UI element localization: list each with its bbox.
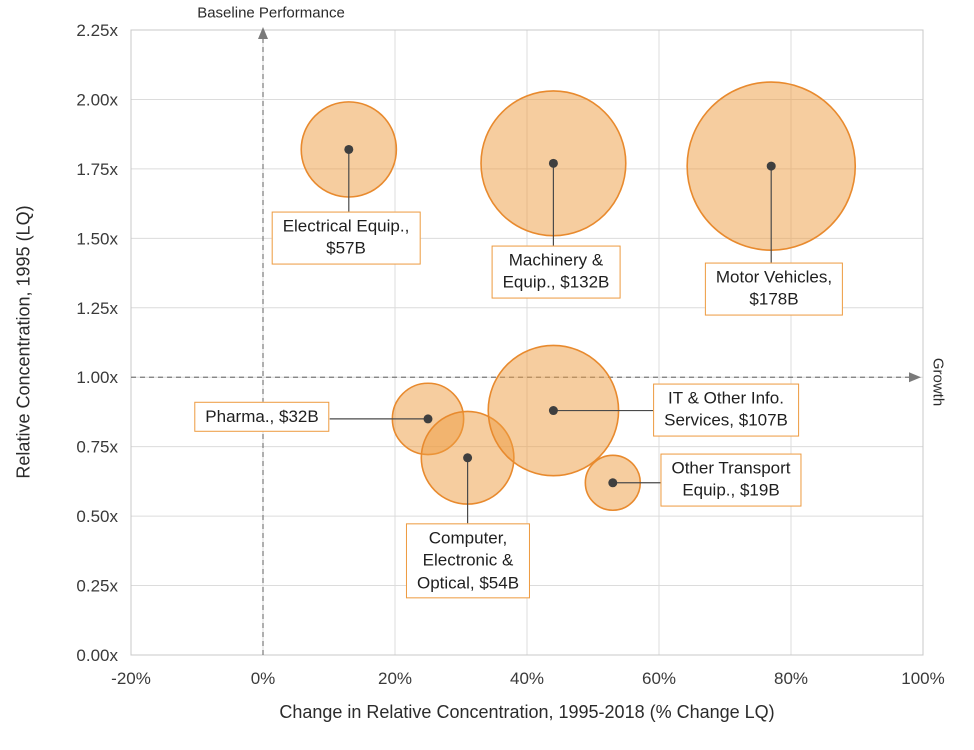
- x-tick-label: -20%: [111, 669, 151, 688]
- y-tick-label: 1.00x: [76, 368, 118, 387]
- baseline-performance-annotation: Baseline Performance: [197, 4, 345, 22]
- bubble-center-dot: [463, 453, 473, 463]
- bubble-center-dot: [423, 414, 433, 424]
- y-tick-label: 1.50x: [76, 229, 118, 248]
- baseline-arrowhead-icon: [258, 27, 268, 39]
- y-axis-title: Relative Concentration, 1995 (LQ): [13, 205, 34, 479]
- y-tick-label: 2.25x: [76, 21, 118, 40]
- plot-border: [130, 29, 924, 656]
- growth-arrowhead-icon: [909, 372, 921, 383]
- x-tick-label: 40%: [510, 669, 544, 688]
- y-tick-label: 1.75x: [76, 160, 118, 179]
- x-tick-label: 80%: [774, 669, 808, 688]
- y-tick-label: 0.75x: [76, 438, 118, 457]
- growth-annotation: Growth: [929, 357, 947, 407]
- bubble-center-dot: [608, 478, 618, 488]
- bubble-center-dot: [548, 406, 558, 416]
- y-tick-label: 0.00x: [76, 646, 118, 665]
- bubble-center-dot: [344, 144, 354, 154]
- bubble-center-dot: [548, 158, 558, 168]
- x-tick-label: 100%: [901, 669, 944, 688]
- y-tick-label: 2.00x: [76, 90, 118, 109]
- y-tick-label: 0.50x: [76, 507, 118, 526]
- x-tick-label: 60%: [642, 669, 676, 688]
- bubble-center-dot: [766, 161, 776, 171]
- x-tick-label: 20%: [378, 669, 412, 688]
- y-tick-label: 1.25x: [76, 299, 118, 318]
- x-tick-label: 0%: [251, 669, 276, 688]
- y-tick-label: 0.25x: [76, 577, 118, 596]
- x-axis-title: Change in Relative Concentration, 1995-2…: [279, 702, 775, 722]
